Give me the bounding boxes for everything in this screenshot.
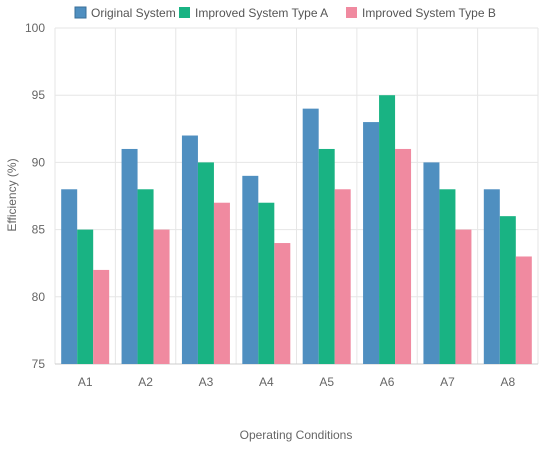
legend-label: Improved System Type B — [362, 6, 496, 20]
bar-a5-series-3 — [334, 189, 351, 364]
y-tick-label: 80 — [32, 290, 46, 304]
y-axis-ticks: 75 80 85 90 95 100 — [25, 21, 45, 371]
bars — [61, 95, 532, 364]
bar-a8-series-3 — [515, 256, 532, 364]
legend-item[interactable]: Improved System Type A — [179, 6, 328, 20]
grid-lines — [54, 27, 539, 365]
bar-a7-series-1 — [423, 162, 440, 364]
x-tick-label: A4 — [259, 375, 274, 389]
x-axis-ticks: A1 A2 A3 A4 A5 A6 A7 A8 — [78, 375, 516, 389]
legend-label: Improved System Type A — [195, 6, 328, 20]
bar-a1-series-3 — [93, 269, 110, 364]
x-tick-label: A8 — [500, 375, 515, 389]
bar-a7-series-2 — [439, 189, 456, 364]
bar-a6-series-1 — [363, 122, 380, 364]
legend-swatch — [346, 7, 357, 18]
bar-a8-series-2 — [499, 216, 516, 364]
y-axis-title: Efficiency (%) — [5, 158, 19, 231]
bar-a4-series-1 — [242, 175, 259, 364]
bar-a4-series-3 — [274, 243, 291, 364]
x-tick-label: A7 — [440, 375, 455, 389]
y-tick-label: 85 — [32, 223, 46, 237]
x-axis-title: Operating Conditions — [240, 428, 353, 442]
bar-a8-series-1 — [483, 189, 500, 364]
bar-a6-series-2 — [379, 95, 396, 364]
legend-swatch — [179, 7, 190, 18]
bar-a5-series-2 — [318, 148, 335, 364]
bar-a3-series-1 — [181, 135, 198, 364]
legend-item[interactable]: Original System — [74, 6, 176, 20]
y-tick-label: 100 — [25, 21, 45, 35]
y-tick-label: 95 — [32, 88, 46, 102]
legend: Original System Improved System Type A Imp… — [74, 6, 496, 20]
x-tick-label: A5 — [319, 375, 334, 389]
x-tick-label: A1 — [78, 375, 93, 389]
bar-a7-series-3 — [455, 229, 472, 364]
x-tick-label: A3 — [199, 375, 214, 389]
bar-a2-series-2 — [137, 189, 154, 364]
bar-a4-series-2 — [258, 202, 275, 364]
y-tick-label: 90 — [32, 155, 46, 169]
bar-a3-series-2 — [197, 162, 214, 364]
legend-label: Original System — [91, 6, 176, 20]
x-tick-label: A2 — [138, 375, 153, 389]
bar-a2-series-1 — [121, 148, 138, 364]
bar-a3-series-3 — [213, 202, 230, 364]
legend-item[interactable]: Improved System Type B — [346, 6, 496, 20]
y-tick-label: 75 — [32, 357, 46, 371]
legend-swatch — [74, 6, 87, 19]
bar-a6-series-3 — [395, 148, 412, 364]
x-tick-label: A6 — [380, 375, 395, 389]
bar-a1-series-1 — [61, 189, 78, 364]
bar-a5-series-1 — [302, 108, 319, 364]
bar-a1-series-2 — [77, 229, 94, 364]
bar-a2-series-3 — [153, 229, 170, 364]
